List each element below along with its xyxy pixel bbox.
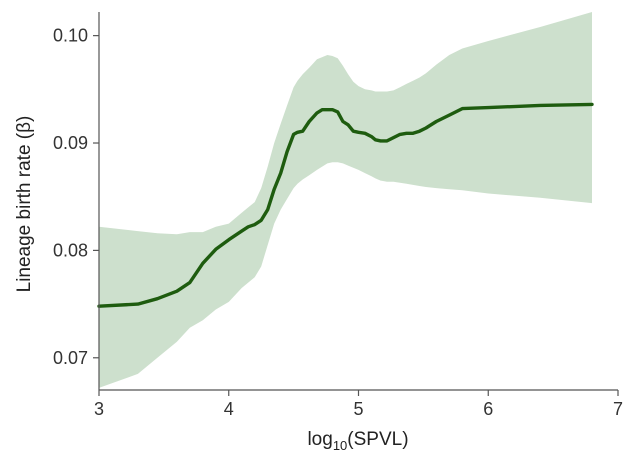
x-tick-label: 4	[224, 399, 234, 419]
y-tick-label: 0.07	[53, 348, 88, 368]
y-tick-label: 0.09	[53, 133, 88, 153]
y-tick-label: 0.10	[53, 26, 88, 46]
axes: 3 4 5 6 7 0.07 0.08 0.09 0.10	[53, 12, 623, 419]
x-tick-label: 5	[353, 399, 363, 419]
x-tick-label: 6	[483, 399, 493, 419]
y-axis-title: Lineage birth rate (β)	[14, 116, 35, 293]
y-tick-label: 0.08	[53, 240, 88, 260]
plot-area	[97, 12, 594, 388]
series-line	[97, 102, 594, 308]
x-tick-label: 7	[613, 399, 623, 419]
x-axis-title: log10(SPVL)	[307, 429, 408, 453]
confidence-band	[99, 12, 592, 388]
x-tick-label: 3	[94, 399, 104, 419]
